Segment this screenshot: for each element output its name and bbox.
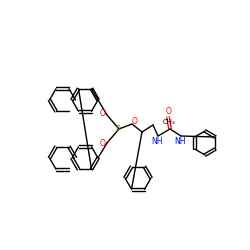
Text: NH: NH: [151, 138, 163, 146]
Text: O: O: [132, 118, 138, 126]
Text: NH: NH: [174, 138, 186, 146]
Text: P: P: [116, 124, 120, 134]
Text: O: O: [100, 110, 106, 118]
Text: CH₃: CH₃: [163, 119, 176, 125]
Text: O: O: [100, 140, 106, 148]
Text: O: O: [166, 108, 172, 116]
